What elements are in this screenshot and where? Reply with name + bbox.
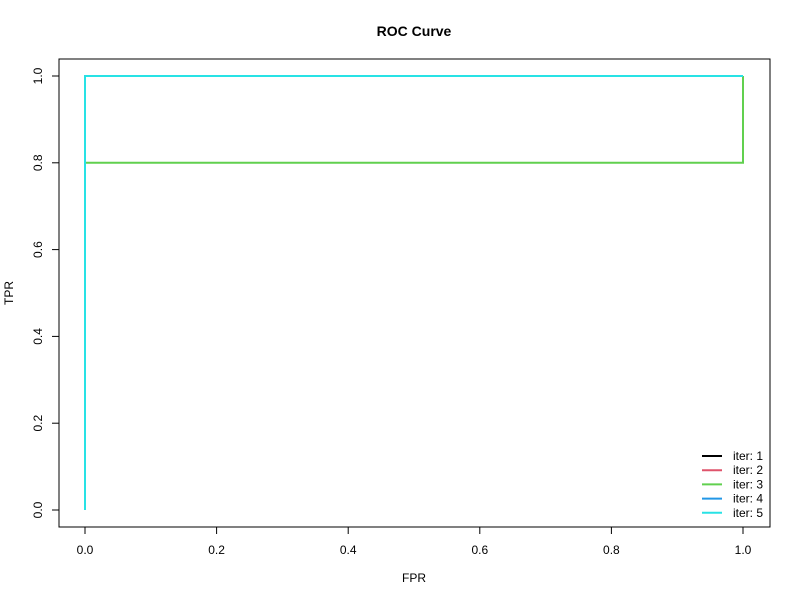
y-tick-label: 0.2: [31, 415, 45, 432]
y-tick-label: 0.4: [31, 328, 45, 345]
x-tick-label: 0.8: [603, 543, 620, 557]
y-tick-label: 0.8: [31, 154, 45, 171]
series-line-3: [84, 76, 744, 510]
legend-label: iter: 3: [733, 477, 763, 491]
legend-label: iter: 5: [733, 506, 763, 520]
series-line-5: [84, 75, 743, 510]
series-lines: [84, 75, 744, 510]
x-axis-label: FPR: [402, 571, 426, 585]
y-tick-label: 0.6: [31, 241, 45, 258]
y-axis-label: TPR: [2, 281, 16, 305]
legend-label: iter: 4: [733, 492, 763, 506]
plot-frame: [58, 58, 771, 528]
legend-label: iter: 2: [733, 463, 763, 477]
x-axis: 0.0 0.2 0.4 0.6 0.8 1.0: [77, 526, 752, 557]
chart-title: ROC Curve: [377, 23, 452, 39]
series-line-4: [84, 75, 743, 510]
y-tick-label: 1.0: [31, 67, 45, 84]
x-tick-label: 1.0: [735, 543, 752, 557]
x-tick-label: 0.2: [208, 543, 225, 557]
x-tick-label: 0.4: [340, 543, 357, 557]
x-tick-label: 0.0: [77, 543, 94, 557]
series-line-2: [84, 75, 743, 510]
series-line-1: [84, 75, 743, 510]
legend-label: iter: 1: [733, 449, 763, 463]
y-tick-label: 0.0: [31, 501, 45, 518]
x-tick-label: 0.6: [471, 543, 488, 557]
y-axis: 0.0 0.2 0.4 0.6 0.8 1.0: [31, 67, 60, 518]
